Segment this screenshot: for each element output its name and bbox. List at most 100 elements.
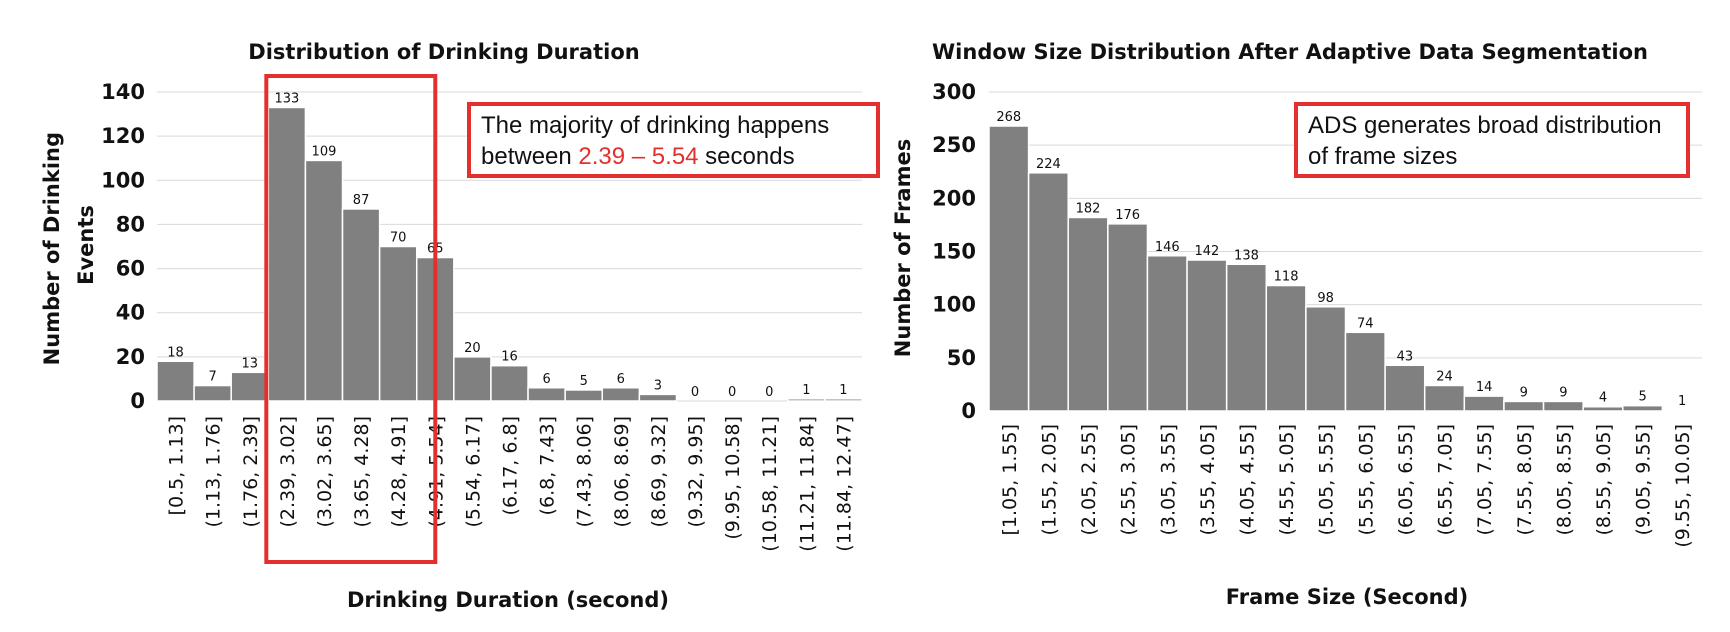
chart-window-size: Window Size Distribution After Adaptive … <box>891 40 1703 609</box>
chart-drinking-duration: Distribution of Drinking Duration 187131… <box>40 40 863 612</box>
bar <box>1463 395 1505 412</box>
x-tick-label: (4.55, 5.05] <box>1276 424 1298 536</box>
chart1-bars <box>156 106 863 402</box>
bar <box>156 360 195 402</box>
data-label: 5 <box>580 374 588 389</box>
x-tick-label: [0.5, 1.13] <box>166 416 188 515</box>
data-label: 3 <box>654 378 662 393</box>
bar <box>601 387 641 402</box>
bar <box>1423 384 1466 412</box>
x-tick-label: (5.05, 5.55] <box>1316 424 1338 536</box>
data-label: 0 <box>691 385 699 400</box>
bar <box>787 398 826 402</box>
chart1-annotation: The majority of drinking happens between… <box>467 102 880 178</box>
y-tick-label: 250 <box>932 133 976 157</box>
data-label: 224 <box>1036 157 1061 172</box>
bar <box>1384 364 1426 412</box>
data-label: 4 <box>1599 391 1607 406</box>
x-tick-label: (7.43, 8.06] <box>574 416 596 528</box>
x-tick-label: (1.55, 2.05] <box>1038 424 1060 536</box>
x-tick-label: (6.17, 6.8] <box>500 416 522 515</box>
bar <box>1027 172 1069 412</box>
bar <box>1265 284 1307 412</box>
x-tick-label: [1.05, 1.55] <box>999 424 1021 536</box>
data-label: 7 <box>209 370 217 385</box>
y-tick-label: 60 <box>116 257 145 281</box>
data-label: 16 <box>501 350 518 365</box>
x-tick-label: (1.76, 2.39] <box>240 416 262 528</box>
data-label: 74 <box>1357 316 1374 331</box>
bar <box>1305 306 1347 412</box>
chart1-annotation-text-end: seconds <box>698 143 795 170</box>
data-label: 9 <box>1559 385 1567 400</box>
y-tick-label: 140 <box>101 80 145 104</box>
bar <box>378 245 418 402</box>
x-tick-label: (7.05, 7.55] <box>1474 424 1496 536</box>
chart2-x-axis-title: Frame Size (Second) <box>1226 585 1468 609</box>
data-label: 1 <box>1678 394 1686 409</box>
chart1-annotation-highlight: 2.39 – 5.54 <box>578 143 699 170</box>
chart2-y-ticks: 0 50 100 150 200 250 300 <box>932 80 976 423</box>
bar <box>824 398 863 402</box>
y-tick-label: 100 <box>101 168 145 192</box>
bar <box>1225 263 1268 412</box>
data-label: 146 <box>1155 240 1180 255</box>
x-tick-label: (2.39, 3.02] <box>277 416 299 528</box>
bar <box>564 389 604 402</box>
data-label: 98 <box>1317 291 1334 306</box>
x-tick-label: (5.55, 6.05] <box>1355 424 1377 536</box>
chart1-y-axis-title-line2: Events <box>74 205 98 285</box>
x-tick-label: (9.05, 9.55] <box>1633 424 1655 536</box>
data-label: 1 <box>802 383 810 398</box>
x-tick-label: (1.13, 1.76] <box>203 416 225 528</box>
chart1-annotation-text: The majority of drinking happens between <box>481 112 830 170</box>
chart1-y-axis-title: Number of Drinking Events <box>40 125 98 366</box>
x-tick-label: (6.05, 6.55] <box>1395 424 1417 536</box>
chart1-x-ticks: [0.5, 1.13] (1.13, 1.76] (1.76, 2.39] (2.39… <box>166 416 856 552</box>
data-label: 0 <box>765 385 773 400</box>
x-tick-label: (5.54, 6.17] <box>462 416 484 528</box>
data-label: 24 <box>1436 369 1453 384</box>
y-tick-label: 40 <box>116 301 145 325</box>
bar <box>1622 404 1664 412</box>
bar <box>638 393 678 402</box>
bar <box>193 384 232 402</box>
y-tick-label: 300 <box>932 80 976 104</box>
x-tick-label: (6.8, 7.43] <box>537 416 559 515</box>
data-label: 0 <box>728 385 736 400</box>
bar <box>453 356 492 402</box>
x-tick-label: (2.55, 3.05] <box>1118 424 1140 536</box>
data-label: 70 <box>390 231 407 246</box>
x-tick-label: (7.55, 8.05] <box>1514 424 1536 536</box>
bar <box>490 364 529 402</box>
data-label: 13 <box>241 356 258 371</box>
bar <box>1542 400 1584 412</box>
bar <box>1503 400 1545 412</box>
y-tick-label: 200 <box>932 186 976 210</box>
data-label: 133 <box>274 91 299 106</box>
x-tick-label: (8.55, 9.05] <box>1593 424 1615 536</box>
y-tick-label: 150 <box>932 240 976 264</box>
x-tick-label: (10.58, 11.21] <box>759 416 781 552</box>
chart2-bars <box>988 125 1703 412</box>
y-tick-label: 100 <box>932 293 976 317</box>
y-tick-label: 20 <box>116 345 145 369</box>
bar <box>1186 259 1228 412</box>
data-label: 1 <box>839 383 847 398</box>
data-label: 9 <box>1520 385 1528 400</box>
bar <box>1344 331 1386 412</box>
chart1-highlight-box <box>264 74 438 564</box>
bar <box>1661 409 1703 412</box>
data-label: 5 <box>1638 390 1646 405</box>
bar <box>988 125 1030 412</box>
x-tick-label: (3.65, 4.28] <box>351 416 373 528</box>
y-tick-label: 0 <box>130 389 145 413</box>
bar <box>527 387 566 402</box>
y-tick-label: 120 <box>101 124 145 148</box>
data-label: 138 <box>1234 248 1259 263</box>
data-label: 87 <box>353 193 370 208</box>
y-tick-label: 50 <box>947 346 976 370</box>
chart1-title: Distribution of Drinking Duration <box>248 40 639 64</box>
